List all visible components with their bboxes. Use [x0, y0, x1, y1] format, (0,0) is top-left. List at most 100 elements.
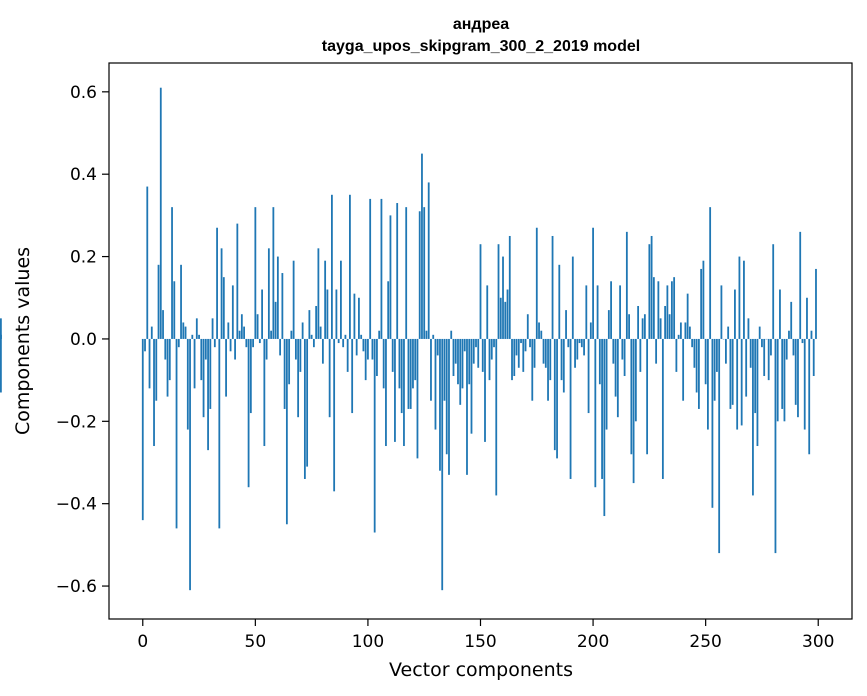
bar-179	[544, 338, 547, 368]
bar-233	[666, 285, 669, 339]
bar-1	[144, 338, 146, 352]
bar-27	[202, 338, 205, 418]
bar-191	[571, 256, 574, 339]
bar-103	[373, 338, 376, 533]
bar-5	[153, 338, 155, 447]
bar-178	[542, 338, 545, 364]
bar-143	[463, 338, 466, 352]
bar-198	[587, 338, 590, 414]
bar-17	[180, 264, 182, 339]
bar-46	[245, 338, 248, 348]
bar-134	[443, 338, 446, 401]
bar-141	[459, 338, 462, 405]
bar-38	[227, 322, 230, 339]
bar-21	[189, 338, 191, 591]
bar-33	[216, 227, 218, 339]
bar-252	[709, 207, 712, 339]
bar-117	[405, 207, 408, 339]
bar-263	[734, 289, 736, 339]
x-axis-label: Vector components	[389, 659, 573, 681]
bar-271	[752, 338, 754, 496]
x-tick-label: 200	[577, 632, 609, 652]
bar-65	[288, 338, 291, 385]
bar-114	[398, 338, 401, 389]
bar-85	[333, 338, 336, 492]
bar-200	[592, 227, 594, 339]
x-tick-label: 50	[245, 632, 267, 652]
bar-250	[704, 338, 707, 385]
bar-136	[448, 338, 450, 475]
bar-228	[655, 338, 658, 364]
bar-54	[263, 338, 266, 447]
bar-42	[236, 223, 239, 339]
bar-174	[533, 338, 536, 368]
bar-158	[497, 244, 500, 339]
bar-256	[718, 338, 721, 554]
bars-group	[0, 87, 817, 591]
bar-202	[596, 285, 599, 339]
bar-10	[164, 338, 167, 360]
bar-265	[738, 256, 741, 339]
bar-15	[175, 338, 178, 529]
bar-169	[522, 338, 525, 372]
bar-7	[157, 264, 160, 339]
bar-0	[141, 338, 144, 521]
bar-66	[290, 330, 293, 339]
bar-246	[695, 338, 698, 393]
bar-62	[281, 273, 284, 339]
bar-107	[382, 338, 385, 389]
bar-173	[531, 338, 534, 401]
bar-47	[247, 338, 250, 488]
bar-275	[761, 338, 763, 348]
y-axis-label: Components values	[12, 247, 34, 435]
bar-294	[803, 338, 806, 430]
bar-188	[565, 310, 567, 339]
bar-80	[321, 338, 324, 364]
bar-72	[303, 338, 306, 479]
bar-9	[162, 310, 164, 339]
y-tick-label: −0.6	[56, 577, 97, 597]
bar-274	[758, 326, 761, 339]
bar-231	[661, 338, 664, 479]
bar-159	[499, 297, 502, 339]
bar-73	[306, 338, 309, 467]
bar-160	[502, 256, 504, 339]
bar-240	[682, 338, 685, 401]
bar-43	[238, 330, 241, 339]
bar-51	[256, 314, 259, 339]
bar-273	[756, 338, 759, 447]
bar-224	[646, 338, 649, 455]
bar-189	[567, 338, 570, 348]
bar-287	[788, 330, 790, 339]
bar-110	[389, 215, 392, 339]
bar-95	[355, 338, 358, 356]
bar-292	[799, 231, 802, 339]
bar-48	[249, 338, 252, 414]
bar-209	[612, 338, 615, 364]
bar-24	[195, 318, 198, 339]
bar-77	[315, 305, 318, 339]
bar-2	[146, 186, 149, 339]
bar-251	[707, 338, 709, 430]
bar-170	[524, 338, 527, 352]
bar-111	[391, 338, 394, 372]
bar-223	[643, 314, 646, 339]
bar-237	[675, 338, 678, 372]
bar-166	[515, 338, 518, 356]
bar-187	[562, 338, 565, 393]
bar-53	[261, 289, 263, 339]
bar-269	[747, 318, 750, 339]
bar-296	[808, 338, 811, 455]
bar-105	[378, 330, 381, 339]
bar-32	[213, 338, 216, 348]
bar-194	[578, 338, 581, 344]
bar-171	[526, 314, 529, 339]
bar-94	[353, 293, 356, 339]
bar-249	[702, 260, 705, 339]
bar-261	[729, 338, 732, 409]
bar-16	[177, 338, 180, 348]
bar-303	[0, 338, 2, 393]
bar-14	[173, 281, 176, 339]
bar-120	[412, 338, 414, 389]
